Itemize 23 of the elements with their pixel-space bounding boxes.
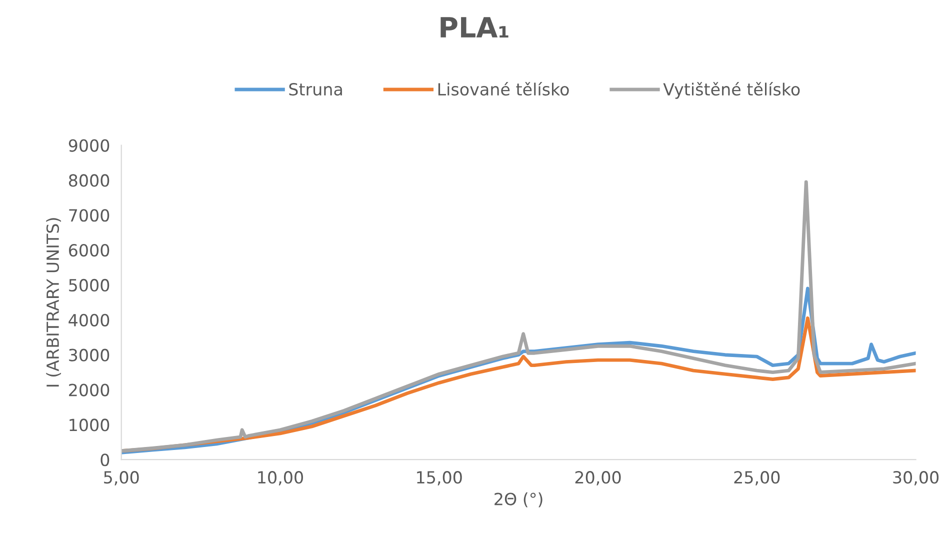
x-tick-label: 15,00 <box>417 471 462 486</box>
x-tick-label: 30,00 <box>893 471 939 486</box>
x-tick-label: 10,00 <box>258 471 303 486</box>
y-tick-label: 6000 <box>68 244 110 257</box>
legend-label: Struna <box>289 82 342 96</box>
x-tick-label: 20,00 <box>575 471 621 486</box>
y-tick-label: 4000 <box>68 314 110 326</box>
y-tick-label: 7000 <box>69 209 110 222</box>
line-series <box>121 180 916 453</box>
y-tick-label: 9000 <box>68 139 110 152</box>
y-tick-label: 3000 <box>69 348 110 362</box>
y-tick-label: 8000 <box>68 174 110 187</box>
legend-label: Vytištěné tělísko <box>663 82 800 99</box>
x-tick-label: 5,00 <box>104 471 139 486</box>
y-tick-label: 5000 <box>69 278 110 292</box>
chart-title: PLA₁ <box>440 17 508 38</box>
x-tick-label: 25,00 <box>734 471 780 486</box>
x-axis-title: 2Θ (°) <box>494 492 542 508</box>
y-tick-label: 1000 <box>70 418 110 432</box>
y-tick-label: 2000 <box>69 384 110 396</box>
y-tick-label: 0 <box>100 454 110 466</box>
legend-label: Lisované tělísko <box>438 82 569 96</box>
y-axis-title: I (ARBITRARY UNITS) <box>46 218 61 386</box>
